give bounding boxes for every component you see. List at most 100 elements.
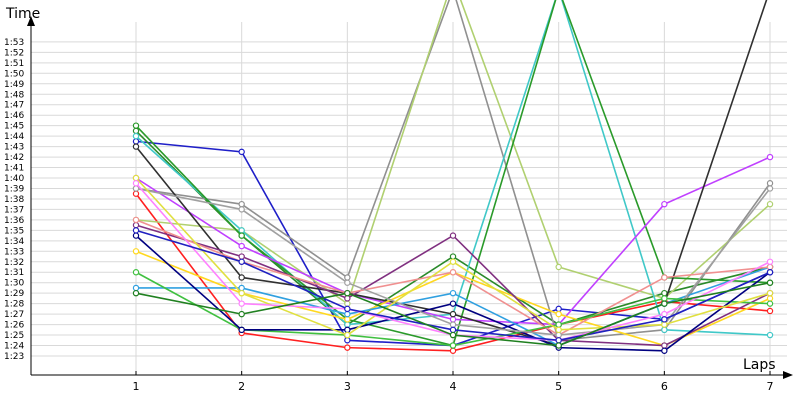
series-point xyxy=(132,289,140,297)
series-point xyxy=(555,263,562,271)
x-tick-label: 7 xyxy=(767,380,774,393)
series-point xyxy=(766,300,774,307)
y-tick-label: 1:34 xyxy=(4,237,24,247)
y-tick-label: 1:24 xyxy=(4,342,24,352)
series-point xyxy=(766,331,774,339)
series-point xyxy=(238,300,245,307)
series-point xyxy=(344,316,351,323)
series-point xyxy=(132,132,140,140)
x-tick-label: 4 xyxy=(450,380,457,393)
series-point xyxy=(344,295,351,302)
series-point xyxy=(766,153,774,161)
series-point xyxy=(766,295,774,302)
series-point xyxy=(449,300,457,307)
series-point xyxy=(555,305,562,313)
series-point xyxy=(238,310,245,318)
y-tick-label: 1:31 xyxy=(4,268,24,278)
y-tick-label: 1:23 xyxy=(4,352,24,362)
y-tick-label: 1:35 xyxy=(4,226,24,236)
series-point xyxy=(344,310,351,318)
series-point xyxy=(555,331,562,339)
y-tick-label: 1:46 xyxy=(4,111,24,121)
series-point xyxy=(766,279,774,286)
series-point xyxy=(449,269,457,276)
series-point xyxy=(449,310,457,318)
y-tick-label: 1:44 xyxy=(4,132,24,142)
series-point xyxy=(661,295,668,302)
series-point xyxy=(555,321,562,328)
series-point xyxy=(344,305,351,313)
series-point xyxy=(661,274,668,281)
series-point xyxy=(132,216,140,224)
series-point xyxy=(132,284,140,292)
y-tick-label: 1:27 xyxy=(4,310,24,320)
series-layer xyxy=(132,0,774,354)
x-axis-arrow xyxy=(783,371,793,379)
series-point xyxy=(449,258,457,265)
series-point xyxy=(132,174,140,182)
tick-layer: 1:231:241:251:261:271:281:291:301:311:32… xyxy=(4,38,774,393)
series-point xyxy=(661,300,668,307)
series-point xyxy=(132,143,140,150)
series-point xyxy=(238,289,245,297)
series-point xyxy=(132,180,140,187)
series-point xyxy=(132,127,140,135)
y-tick-label: 1:43 xyxy=(4,143,24,153)
series-point xyxy=(344,331,351,339)
series-point xyxy=(766,289,774,297)
series-point xyxy=(661,342,668,349)
series-point xyxy=(132,232,140,239)
series-point xyxy=(661,321,668,328)
series-point xyxy=(766,185,774,192)
y-tick-label: 1:49 xyxy=(4,80,24,90)
y-tick-label: 1:26 xyxy=(4,321,24,331)
series-point xyxy=(344,274,351,281)
series-point xyxy=(766,200,774,208)
series-point xyxy=(555,342,562,349)
series-point xyxy=(238,284,245,292)
series-point xyxy=(449,347,457,354)
series-point xyxy=(449,289,457,297)
grid-layer xyxy=(31,22,787,375)
series-point xyxy=(132,122,140,129)
series-point xyxy=(238,253,245,260)
series-point xyxy=(132,248,140,255)
series-point xyxy=(132,138,140,145)
y-tick-label: 1:30 xyxy=(4,279,24,289)
y-tick-label: 1:53 xyxy=(4,38,24,48)
x-tick-label: 2 xyxy=(238,380,245,393)
y-tick-label: 1:42 xyxy=(4,153,24,163)
y-tick-label: 1:38 xyxy=(4,195,24,205)
series-point xyxy=(238,227,245,234)
y-tick-label: 1:41 xyxy=(4,164,24,174)
y-tick-label: 1:29 xyxy=(4,289,24,299)
series-point xyxy=(344,289,351,297)
series-point xyxy=(661,326,668,334)
series-point xyxy=(449,331,457,339)
series-point xyxy=(132,221,140,229)
series-point xyxy=(238,148,245,156)
series-point xyxy=(766,180,774,187)
y-axis-arrow xyxy=(27,16,35,26)
y-tick-label: 1:39 xyxy=(4,184,24,194)
series-point xyxy=(449,321,457,328)
series-point xyxy=(449,316,457,323)
y-tick-label: 1:25 xyxy=(4,331,24,341)
y-tick-label: 1:50 xyxy=(4,69,24,79)
x-tick-label: 3 xyxy=(344,380,351,393)
series-point xyxy=(344,321,351,328)
y-tick-label: 1:47 xyxy=(4,101,24,111)
series-point xyxy=(661,289,668,297)
series-point xyxy=(661,316,668,323)
series-point xyxy=(766,258,774,265)
series-point xyxy=(344,300,351,307)
series-point xyxy=(238,274,245,281)
y-tick-label: 1:28 xyxy=(4,300,24,310)
series-point xyxy=(555,326,562,334)
y-tick-label: 1:37 xyxy=(4,205,24,215)
x-tick-label: 5 xyxy=(555,380,562,393)
series-point xyxy=(238,258,245,265)
series-point xyxy=(555,337,562,344)
